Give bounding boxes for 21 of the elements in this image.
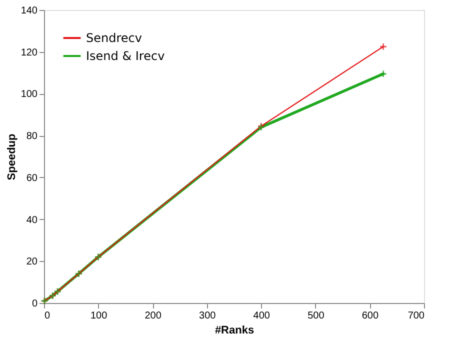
x-tick-label: 200: [144, 310, 162, 322]
x-tick-label: 100: [90, 310, 108, 322]
y-tick-label: 140: [20, 6, 38, 16]
y-tick-label: 40: [26, 214, 38, 226]
y-tick-label: 80: [26, 131, 38, 142]
point: [379, 70, 388, 78]
y-tick-label: 120: [20, 47, 38, 58]
x-tick-label: 400: [253, 310, 270, 322]
x-tick-label: 600: [362, 310, 379, 322]
legend-label: Sendrecv: [86, 31, 142, 45]
y-tick-label: 100: [20, 89, 38, 100]
y-tick-label: 60: [26, 172, 38, 184]
x-tick-label: 700: [408, 310, 425, 322]
x-tick-label: 0: [44, 310, 50, 322]
y-tick-label: 0: [32, 298, 38, 310]
y-axis-title: Speedup: [6, 133, 18, 180]
x-tick-label: 500: [308, 310, 325, 322]
legend-label: Isend & Irecv: [86, 49, 165, 63]
x-tick-label: 300: [199, 310, 216, 322]
x-axis-title: #Ranks: [214, 324, 254, 336]
y-tick-label: 20: [26, 256, 38, 268]
